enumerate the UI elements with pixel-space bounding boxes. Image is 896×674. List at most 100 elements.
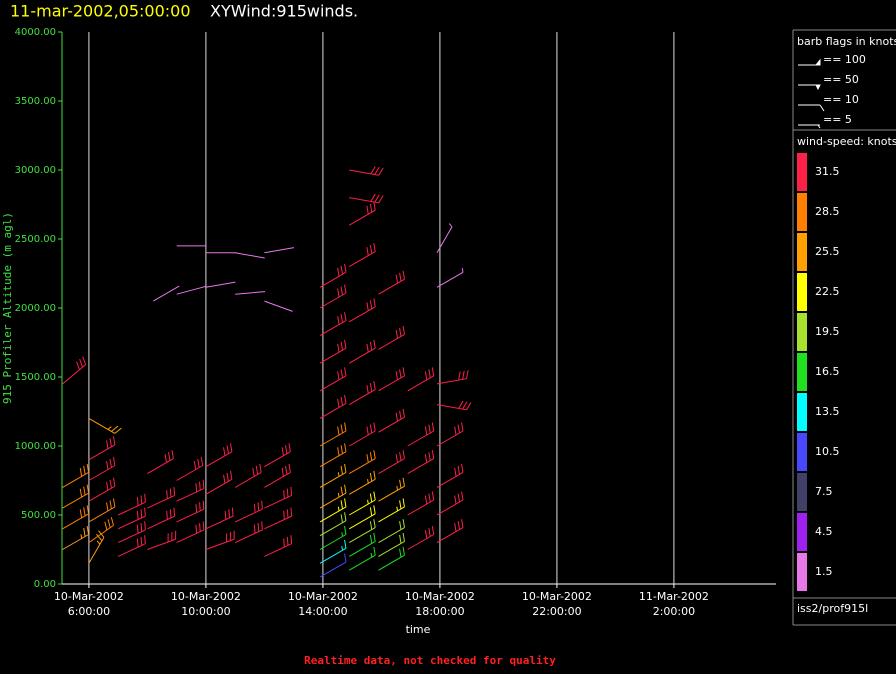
wind-barb [348,546,376,571]
x-tick-label: 10-Mar-2002 14:00:00 [288,590,358,618]
x-axis-label: time [406,623,431,636]
wind-barb [378,270,405,295]
y-tick-label: 500.00 [21,510,56,521]
wind-barb [319,443,347,468]
wind-barb [234,463,262,488]
flag-legend-icons [798,58,825,129]
wind-barb [348,298,376,323]
wind-barb [436,370,469,385]
wind-barb [407,525,435,550]
wind-barb [319,312,347,337]
colorbar-swatch [797,393,807,431]
colorbar-label: 28.5 [815,205,840,218]
x-tick-label: 10-Mar-2002 6:00:00 [54,590,124,618]
wind-barb [264,443,291,468]
header-title: XYWind:915winds. [210,2,358,21]
colorbar-label: 31.5 [815,165,840,178]
wind-barb [349,166,384,176]
wind-barb [378,367,405,392]
wind-barb [176,479,205,502]
header-time: 11-mar-2002,05:00:00 [10,2,191,21]
wind-barb [176,285,206,295]
wind-barb [436,223,453,254]
y-tick-label: 1000.00 [15,441,56,452]
wind-barb [319,525,347,550]
wind-barb [147,450,174,475]
x-tick-label: 10-Mar-2002 22:00:00 [522,590,592,618]
wind-barb [436,268,464,288]
wind-barb [264,300,293,312]
y-tick-label: 1500.00 [15,372,56,383]
wind-barb [117,521,146,544]
wind-barb [319,422,347,447]
wind-barb [348,532,376,557]
wind-barb [62,525,90,550]
wind-barb [319,498,347,523]
wind-barb [407,422,435,447]
y-tick-label: 0.00 [34,579,56,590]
colorbar-label: 1.5 [815,565,833,578]
wind-barb [319,463,347,488]
wind-barb [348,339,376,364]
colorbar-label: 22.5 [815,285,840,298]
wind-barb [348,422,376,447]
wind-barb [436,491,464,516]
colorbar-swatch [797,433,807,471]
wind-barb [147,530,177,550]
wind-barb [407,491,435,516]
wind-barb [176,456,204,481]
wind-barb [378,532,405,557]
colorbar-title: wind-speed: knots [797,135,896,148]
wind-barb [235,252,265,259]
colorbar-swatch [797,313,807,351]
wind-barb [319,512,347,537]
wind-barb [205,443,233,468]
wind-barb [319,263,347,288]
wind-barb [153,285,180,302]
wind-barb [436,463,464,488]
wind-barb [205,281,236,288]
flag-legend-item: == 5 [823,113,852,126]
y-tick-label: 4000.00 [15,27,56,38]
colorbar-label: 4.5 [815,525,833,538]
wind-barb [62,505,90,530]
x-tick-label: 11-Mar-2002 2:00:00 [639,590,709,618]
colorbar-label: 7.5 [815,485,833,498]
wind-barb [436,422,464,447]
y-tick-label: 2500.00 [15,234,56,245]
wind-barb [88,477,116,502]
y-tick-label: 2000.00 [15,303,56,314]
wind-barb [264,247,295,254]
wind-barb [319,339,347,364]
colorbar-label: 10.5 [815,445,840,458]
wind-barb [147,507,176,530]
colorbar-swatch [797,513,807,551]
wind-barb [319,539,347,564]
wind-barb [378,519,405,544]
wind-barb [62,356,87,385]
wind-barb [348,470,376,495]
wind-barb [378,408,405,433]
flag-legend-item: == 100 [823,53,866,66]
wind-barb [62,484,90,509]
wind-barb [319,284,347,309]
wind-barb [147,486,176,509]
x-tick-label: 10-Mar-2002 10:00:00 [171,590,241,618]
wind-barb [348,450,376,475]
wind-barb [88,498,116,523]
wind-barb [319,367,347,392]
flag-legend-item: == 50 [823,73,859,86]
colorbar-label: 16.5 [815,365,840,378]
colorbar-swatch [797,353,807,391]
side-panel [792,29,896,626]
wind-barb [407,450,435,475]
wind-barb [88,456,116,481]
wind-barb [378,450,405,475]
wind-barb [378,546,405,571]
wind-barb [348,201,376,226]
wind-barb [234,521,263,544]
wind-barb [378,325,405,350]
colorbar-label: 25.5 [815,245,840,258]
colorbar-swatch [797,153,807,191]
